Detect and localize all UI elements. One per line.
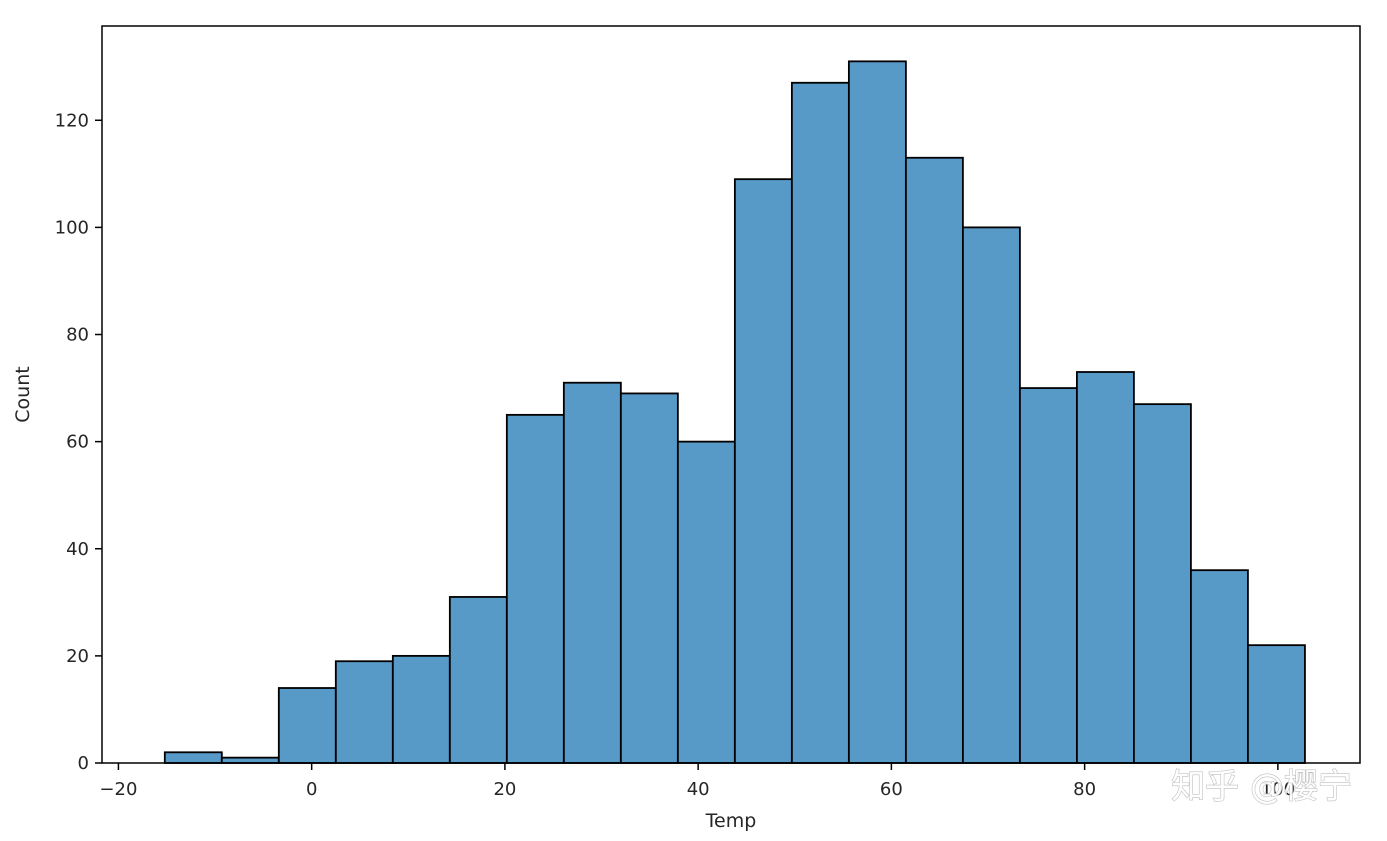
y-tick-label: 20 [66, 646, 89, 667]
histogram-bar [562, 381, 622, 764]
x-tick-label: −20 [99, 779, 137, 800]
histogram-bars [163, 60, 1306, 764]
y-tick-label: 60 [66, 432, 89, 453]
y-tick-label: 100 [55, 217, 89, 238]
y-tick-label: 0 [78, 753, 89, 774]
y-axis-label: Count [12, 366, 34, 422]
watermark-text: 知乎 @樱宁 [1171, 767, 1352, 807]
histogram-bar [220, 756, 280, 764]
histogram-bar [505, 413, 565, 764]
histogram-bar [163, 751, 223, 764]
histogram-bar [847, 60, 907, 764]
histogram-bar [1076, 371, 1135, 764]
histogram-bar [448, 596, 508, 764]
histogram-bar [1190, 569, 1249, 764]
x-tick-label: 100 [1261, 779, 1295, 800]
x-tick-label: 40 [687, 779, 710, 800]
x-tick-label: 60 [880, 779, 903, 800]
x-axis: −20 0 20 40 60 80 100 [99, 763, 1295, 800]
histogram-bar [676, 440, 736, 764]
histogram-bar [619, 392, 679, 764]
histogram-bar [904, 156, 964, 764]
y-tick-label: 80 [66, 325, 89, 346]
histogram-bar [790, 81, 850, 764]
histogram-bar [1018, 387, 1078, 764]
y-axis: 0 20 40 60 80 100 120 [55, 110, 102, 774]
histogram-bar [733, 178, 793, 764]
y-tick-label: 120 [55, 110, 89, 131]
histogram-bar [391, 654, 451, 764]
plot-frame [101, 25, 1361, 764]
x-tick-label: 0 [306, 779, 317, 800]
x-axis-label: Temp [705, 810, 757, 832]
histogram-bar [277, 687, 337, 764]
x-tick-label: 20 [493, 779, 516, 800]
histogram-bar [1247, 644, 1306, 764]
x-tick-label: 80 [1073, 779, 1096, 800]
histogram-bar [1133, 403, 1192, 764]
y-tick-label: 40 [66, 539, 89, 560]
histogram-bar [334, 660, 394, 764]
histogram-bar [961, 226, 1021, 764]
